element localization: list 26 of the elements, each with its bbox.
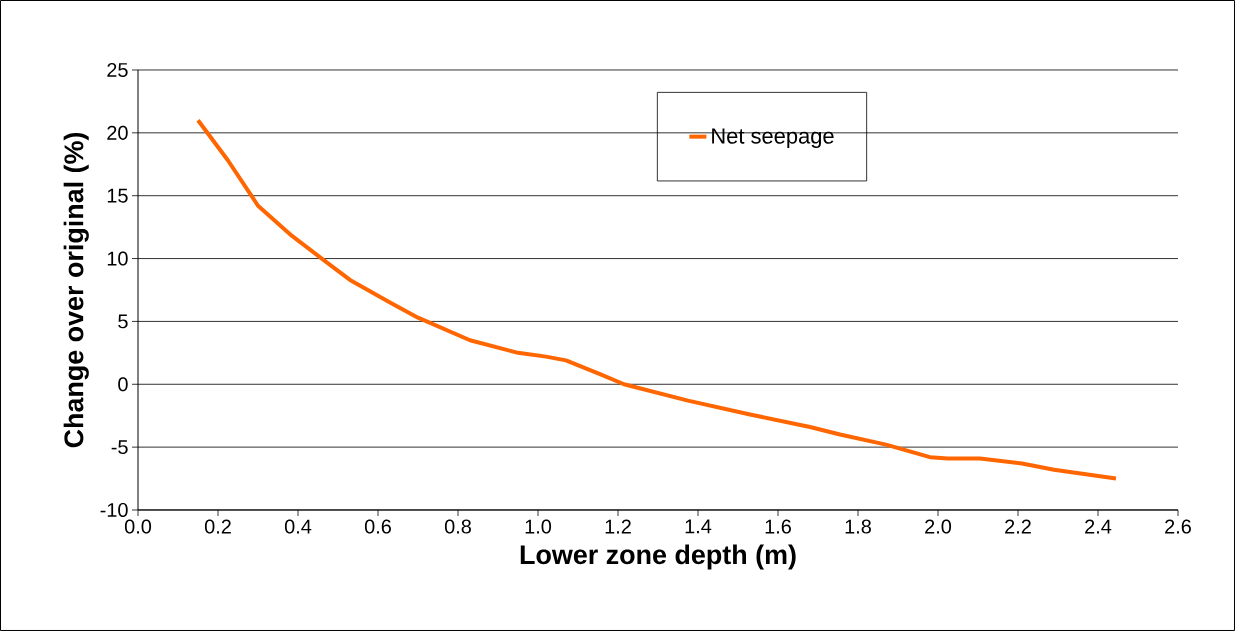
x-tick-label: 1.6 [765,519,791,534]
x-tick-label: 1.4 [685,519,712,534]
x-tick-label: 0.8 [444,519,471,534]
x-tick-label: 0.4 [284,519,312,534]
x-axis-title: Lower zone depth (m) [520,544,796,570]
x-tick-label: 1.2 [605,519,631,534]
x-tick-label: 1.8 [845,519,871,534]
x-tick-label: 2.4 [1085,519,1112,534]
y-tick-label: 15 [107,188,128,203]
line-series [196,118,1118,481]
x-tick-label: 2.0 [925,519,952,534]
y-tick-label: -5 [111,440,128,455]
x-tick-label: 1.0 [525,519,552,534]
x-tick-label: 0.6 [364,519,391,534]
y-tick-label: 10 [107,251,128,266]
x-tick-label: 2.6 [1165,519,1191,534]
y-tick-label: 0 [118,377,128,392]
y-tick-label: 5 [118,314,128,329]
y-tick-label: -10 [100,502,128,518]
x-tick-label: 0.2 [204,519,231,534]
legend-label: Net seepage [712,128,834,148]
x-tick-label: 2.2 [1005,519,1031,534]
y-tick-label: 20 [107,125,128,140]
y-axis-title: Change over original (%) [63,132,89,448]
y-tick-label: 25 [107,62,128,78]
x-tick-label: 0.0 [124,519,152,534]
